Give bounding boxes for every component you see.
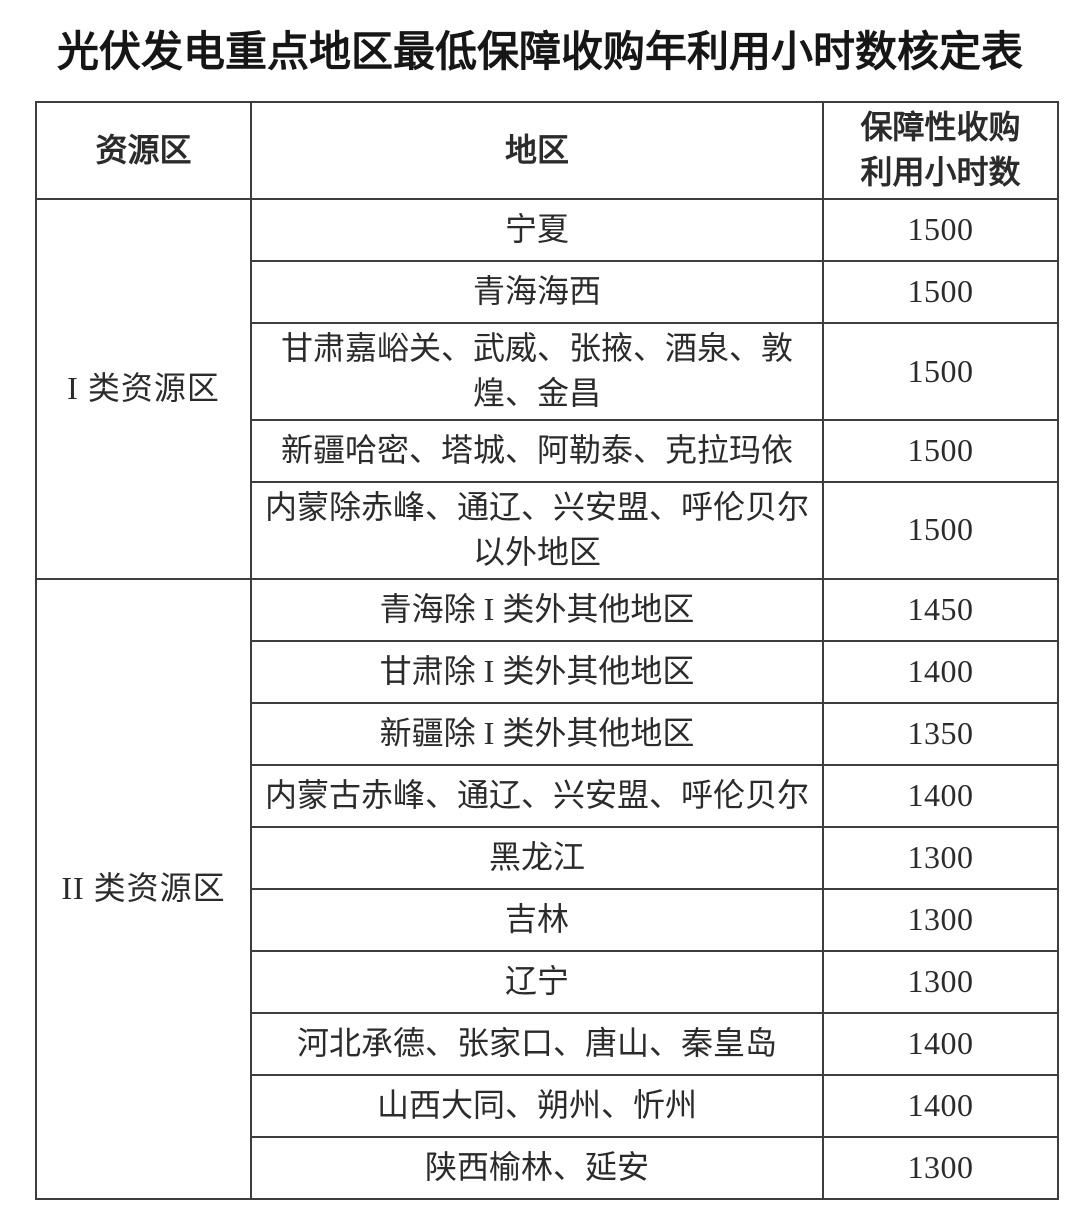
hours-cell: 1500 [822,259,1059,324]
table-row: 新疆哈密、塔城、阿勒泰、克拉玛依 1500 [36,418,1059,483]
table-row: 内蒙古赤峰、通辽、兴安盟、呼伦贝尔 1400 [36,763,1059,828]
hours-cell: 1400 [822,1011,1059,1076]
region-cell: 甘肃嘉峪关、武威、张掖、酒泉、敦煌、金昌 [250,321,824,421]
region-cell: 河北承德、张家口、唐山、秦皇岛 [250,1011,824,1076]
table-row: 陕西榆林、延安 1300 [36,1135,1059,1200]
region-cell: 辽宁 [250,949,824,1014]
region-cell: 宁夏 [250,197,824,262]
group-label-zone-1: I 类资源区 [35,197,252,580]
region-cell: 陕西榆林、延安 [250,1135,824,1200]
table-header-row: 资源区 地区 保障性收购 利用小时数 [35,101,1059,200]
table-row: 辽宁 1300 [36,949,1059,1014]
region-cell: 内蒙除赤峰、通辽、兴安盟、呼伦贝尔以外地区 [250,480,824,580]
region-cell: 青海海西 [250,259,824,324]
table-row: 新疆除 I 类外其他地区 1350 [36,701,1059,766]
table-row: 山西大同、朔州、忻州 1400 [36,1073,1059,1138]
region-cell: 内蒙古赤峰、通辽、兴安盟、呼伦贝尔 [250,763,824,828]
region-cell: 甘肃除 I 类外其他地区 [250,639,824,704]
header-hours: 保障性收购 利用小时数 [822,101,1059,200]
table-row: 吉林 1300 [36,887,1059,952]
hours-cell: 1450 [822,577,1059,642]
region-cell: 青海除 I 类外其他地区 [250,577,824,642]
region-cell: 新疆除 I 类外其他地区 [250,701,824,766]
hours-cell: 1400 [822,763,1059,828]
quota-table: 资源区 地区 保障性收购 利用小时数 I 类资源区 宁夏 1500 青海海西 1… [35,101,1059,1200]
hours-cell: 1500 [822,480,1059,580]
hours-cell: 1350 [822,701,1059,766]
table-row: 青海海西 1500 [36,259,1059,324]
hours-cell: 1300 [822,1135,1059,1200]
group-label-zone-2: II 类资源区 [35,577,252,1200]
table-row: 黑龙江 1300 [36,825,1059,890]
region-cell: 山西大同、朔州、忻州 [250,1073,824,1138]
table-row: 内蒙除赤峰、通辽、兴安盟、呼伦贝尔以外地区 1500 [36,480,1059,580]
hours-cell: 1300 [822,887,1059,952]
hours-cell: 1300 [822,825,1059,890]
table-row: II 类资源区 青海除 I 类外其他地区 1450 [35,577,1059,1200]
table-row: 河北承德、张家口、唐山、秦皇岛 1400 [36,1011,1059,1076]
hours-cell: 1500 [822,197,1059,262]
hours-cell: 1400 [822,1073,1059,1138]
page-title: 光伏发电重点地区最低保障收购年利用小时数核定表 [56,28,1023,75]
header-region: 地区 [250,101,824,200]
region-cell: 吉林 [250,887,824,952]
table-row: I 类资源区 宁夏 1500 [35,197,1059,580]
hours-cell: 1500 [822,321,1059,421]
region-cell: 黑龙江 [250,825,824,890]
hours-cell: 1400 [822,639,1059,704]
header-resource-zone: 资源区 [35,101,252,200]
table-row: 甘肃除 I 类外其他地区 1400 [36,639,1059,704]
hours-cell: 1500 [822,418,1059,483]
table-row: 甘肃嘉峪关、武威、张掖、酒泉、敦煌、金昌 1500 [36,321,1059,421]
hours-cell: 1300 [822,949,1059,1014]
region-cell: 新疆哈密、塔城、阿勒泰、克拉玛依 [250,418,824,483]
